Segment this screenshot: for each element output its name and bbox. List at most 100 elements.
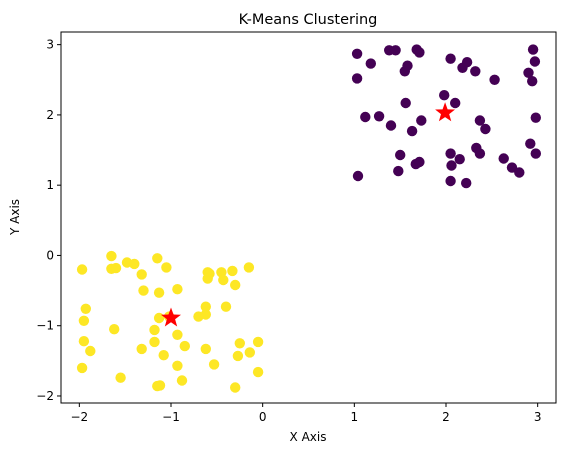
cluster-2-point — [136, 269, 147, 280]
cluster-2-point — [149, 336, 160, 348]
cluster-2-point — [252, 336, 264, 348]
cluster-2-point — [172, 329, 183, 340]
cluster-2-point — [149, 324, 160, 336]
y-tick-label: 1 — [46, 178, 54, 192]
cluster-2-point — [202, 273, 213, 284]
cluster-1-point — [402, 60, 413, 71]
y-tick-label: 3 — [46, 38, 54, 52]
cluster-2-point — [136, 343, 147, 355]
cluster-1-point — [406, 125, 418, 137]
cluster-2-point — [129, 258, 140, 270]
cluster-2-point — [200, 301, 211, 312]
x-axis: −2 −1 0 1 2 3 — [70, 403, 541, 424]
x-tick-label: 3 — [534, 410, 542, 424]
cluster-2-point — [193, 311, 204, 322]
cluster-2-point — [179, 340, 190, 352]
cluster-2-point — [138, 285, 149, 296]
cluster-2-point — [152, 380, 163, 392]
cluster-1-point — [351, 73, 363, 84]
y-tick-label: 2 — [46, 108, 54, 122]
cluster-1-point — [529, 56, 541, 67]
cluster-1-point — [470, 66, 481, 77]
cluster-1-point — [352, 170, 364, 182]
cluster-1-point — [523, 67, 534, 79]
cluster-1-point — [498, 153, 509, 164]
cluster-2-point — [153, 287, 165, 298]
x-tick-label: −2 — [70, 410, 88, 424]
cluster-1-point — [530, 148, 541, 159]
y-tick-label: −1 — [36, 319, 54, 333]
cluster-1-point — [400, 97, 411, 109]
cluster-2-point — [161, 262, 172, 273]
cluster-2-point — [252, 366, 264, 378]
cluster-2-point — [106, 250, 117, 262]
cluster-1-point — [461, 57, 473, 68]
cluster-2-point — [152, 253, 163, 264]
cluster-2-point — [230, 382, 241, 393]
cluster-2-point — [218, 274, 229, 286]
cluster-1-point — [351, 48, 363, 59]
centroid-star — [435, 102, 456, 122]
cluster-2-point — [208, 359, 220, 370]
cluster-1-point — [385, 120, 397, 131]
cluster-1-point — [414, 156, 425, 168]
cluster-1-point — [373, 111, 385, 122]
x-tick-label: −1 — [162, 410, 180, 424]
cluster-1-point — [395, 149, 406, 161]
cluster-1-point — [439, 90, 450, 101]
x-tick-label: 0 — [259, 410, 267, 424]
cluster-1-point — [461, 177, 472, 189]
cluster-2-point — [109, 324, 120, 335]
cluster-1-point — [514, 167, 525, 178]
cluster-1-point — [360, 111, 371, 123]
cluster-2-point — [172, 360, 183, 371]
cluster-2-point — [243, 262, 255, 273]
cluster-2-point — [200, 343, 211, 355]
cluster-1-point — [530, 112, 541, 123]
cluster-2-point — [115, 372, 126, 383]
cluster-1-point — [506, 162, 518, 173]
cluster-2-point — [76, 362, 88, 374]
cluster-2-point — [80, 303, 92, 314]
y-tick-label: −2 — [36, 389, 54, 403]
x-axis-label: X Axis — [290, 430, 327, 444]
cluster-2-point — [78, 336, 90, 347]
y-axis: −2 −1 0 1 2 3 — [36, 38, 61, 403]
x-tick-label: 2 — [442, 410, 450, 424]
x-tick-label: 1 — [351, 410, 359, 424]
cluster-2-point — [176, 375, 188, 386]
cluster-1-point — [446, 160, 457, 171]
chart-title: K-Means Clustering — [239, 12, 378, 28]
cluster-1-point — [474, 115, 486, 126]
cluster-1-point — [365, 58, 376, 69]
cluster-1-point — [480, 123, 491, 135]
cluster-1-point — [454, 154, 465, 165]
cluster-2-point — [78, 315, 90, 326]
cluster-2-point — [172, 284, 183, 295]
cluster-1-point — [450, 97, 461, 109]
cluster-2-point — [76, 264, 88, 275]
cluster-2-point — [232, 350, 244, 362]
centroid-star — [161, 307, 181, 327]
cluster-2-point — [85, 345, 96, 357]
cluster-1-point — [414, 47, 425, 58]
plot-frame — [60, 31, 557, 404]
cluster-1-point — [445, 148, 456, 159]
cluster-1-point — [527, 76, 538, 87]
cluster-1-point — [445, 175, 456, 187]
cluster-1-point — [390, 45, 401, 56]
y-tick-label: 0 — [46, 248, 54, 262]
cluster-2-point — [110, 262, 122, 274]
cluster-2-point — [234, 338, 245, 349]
cluster-1-point — [527, 44, 539, 55]
cluster-1-point — [474, 148, 486, 159]
cluster-2-point — [230, 279, 241, 291]
cluster-2-point — [244, 347, 255, 358]
plot-area — [76, 44, 541, 393]
cluster-2-point — [227, 265, 238, 277]
cluster-1-point — [445, 53, 456, 64]
y-axis-label: Y Axis — [8, 199, 22, 236]
cluster-1-point — [525, 138, 536, 149]
cluster-2-point — [220, 301, 232, 312]
